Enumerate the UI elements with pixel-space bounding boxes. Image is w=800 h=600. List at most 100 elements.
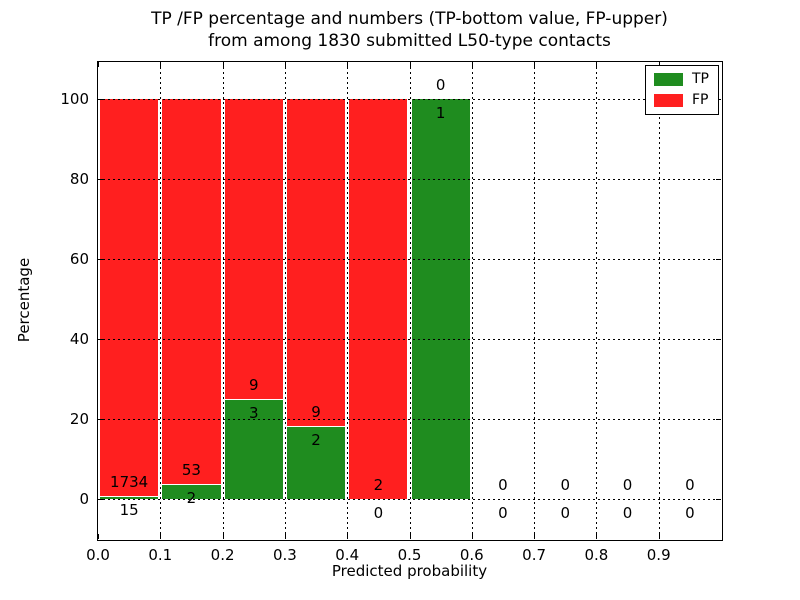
legend-entry-tp: TP	[654, 70, 709, 89]
tp-count-label: 2	[186, 489, 197, 508]
y-tick-right	[716, 499, 721, 501]
fp-count-label: 2	[373, 476, 384, 495]
bar-bin-2	[223, 99, 284, 499]
x-tick-bottom	[534, 534, 536, 539]
x-tick-top	[409, 62, 411, 67]
x-tick-top	[222, 62, 224, 67]
chart-title-line1: TP /FP percentage and numbers (TP-bottom…	[151, 9, 668, 29]
x-tick-label: 0.1	[148, 546, 173, 564]
bar-fp-segment	[349, 99, 408, 499]
tp-count-label: 0	[685, 504, 695, 523]
fp-count-label: 9	[311, 403, 321, 422]
x-tick-bottom	[222, 534, 224, 539]
x-tick-label: 0.9	[646, 546, 671, 564]
y-tick-right	[716, 339, 721, 341]
legend-label-tp: TP	[692, 71, 709, 87]
x-tick-label: 0.8	[584, 546, 609, 564]
x-tick-top	[596, 62, 598, 67]
x-tick-bottom	[596, 534, 598, 539]
legend: TP FP	[645, 65, 719, 115]
bar-tp-segment	[224, 399, 283, 499]
x-tick-label: 0.2	[210, 546, 235, 564]
bar-tp-segment	[286, 426, 346, 499]
gridline-x	[347, 62, 349, 539]
bar-fp-segment	[100, 99, 159, 496]
bar-tp-segment	[100, 495, 159, 499]
chart-title-line2: from among 1830 submitted L50-type conta…	[208, 31, 611, 51]
x-tick-label: 0.4	[335, 546, 360, 564]
legend-swatch-fp-icon	[654, 94, 683, 107]
gridline-x	[284, 62, 286, 539]
y-tick-right	[716, 419, 721, 421]
x-tick-top	[658, 62, 660, 67]
gridline-y	[98, 99, 721, 101]
x-tick-label: 0.6	[459, 546, 484, 564]
legend-entry-fp: FP	[654, 91, 709, 110]
legend-swatch-tp-icon	[654, 73, 683, 86]
tp-count-label: 0	[622, 504, 633, 523]
x-tick-bottom	[347, 534, 349, 539]
x-tick-bottom	[98, 534, 99, 539]
gridline-x	[471, 62, 473, 539]
y-tick-left	[98, 499, 103, 501]
fp-count-label: 1734	[110, 472, 149, 491]
gridline-y	[98, 179, 721, 181]
gridline-x	[534, 62, 536, 539]
y-tick-label: 80	[69, 170, 89, 189]
bar-fp-segment	[224, 99, 283, 400]
gridline-y	[98, 339, 721, 341]
fp-count-label: 0	[560, 476, 571, 495]
y-tick-left	[98, 419, 103, 421]
tp-count-label: 3	[248, 404, 259, 423]
fp-count-label: 0	[435, 76, 446, 95]
x-tick-top	[98, 62, 99, 67]
bar-bin-4	[348, 99, 409, 499]
tp-count-label: 0	[498, 504, 508, 523]
y-tick-label: 40	[69, 330, 89, 349]
plot-area: 0.0 0.1 0.2 0.3 0.4 0.5 0.6 0.7 0.8 0.9 0 20 40 60 80 1…	[60, 61, 723, 564]
y-tick-left	[98, 339, 103, 341]
gridline-x	[160, 62, 162, 539]
bar-tp-segment	[162, 484, 221, 499]
x-tick-top	[284, 62, 286, 67]
y-tick-right	[716, 259, 721, 261]
tp-count-label: 15	[119, 500, 139, 519]
y-tick-right	[716, 179, 721, 181]
fp-count-label: 0	[498, 476, 508, 495]
plot-inner: 0.0 0.1 0.2 0.3 0.4 0.5 0.6 0.7 0.8 0.9 0 20 40 60 80 1…	[60, 62, 721, 564]
y-tick-label: 60	[69, 250, 89, 269]
gridline-x	[409, 62, 411, 539]
tp-count-label: 2	[311, 431, 321, 450]
y-tick-left	[98, 99, 103, 101]
gridline-x	[222, 62, 224, 539]
gridline-x	[596, 62, 598, 539]
x-tick-bottom	[409, 534, 411, 539]
x-tick-top	[160, 62, 162, 67]
fp-count-label: 0	[622, 476, 633, 495]
fp-count-label: 0	[685, 476, 695, 495]
bar-bin-5	[410, 99, 471, 499]
fp-count-label: 53	[181, 461, 201, 480]
x-tick-top	[347, 62, 349, 67]
x-tick-top	[534, 62, 536, 67]
legend-label-fp: FP	[692, 92, 709, 108]
x-tick-bottom	[471, 534, 473, 539]
y-tick-label: 100	[60, 90, 89, 109]
x-tick-label: 0.5	[397, 546, 422, 564]
fp-count-label: 9	[248, 376, 259, 395]
y-tick-left	[98, 179, 103, 181]
gridline-x	[658, 62, 660, 539]
tp-count-label: 0	[373, 504, 384, 523]
x-axis-label: Predicted probability	[331, 562, 488, 580]
chart-title: TP /FP percentage and numbers (TP-bottom…	[98, 8, 721, 52]
x-tick-bottom	[284, 534, 286, 539]
x-tick-bottom	[160, 534, 162, 539]
gridline-y	[98, 499, 721, 501]
y-axis-label: Percentage	[15, 257, 33, 343]
bar-fp-segment	[162, 99, 221, 485]
x-tick-label: 0.7	[522, 546, 547, 564]
tp-count-label: 1	[435, 104, 446, 123]
y-tick-label: 20	[69, 410, 89, 429]
y-tick-left	[98, 259, 103, 261]
